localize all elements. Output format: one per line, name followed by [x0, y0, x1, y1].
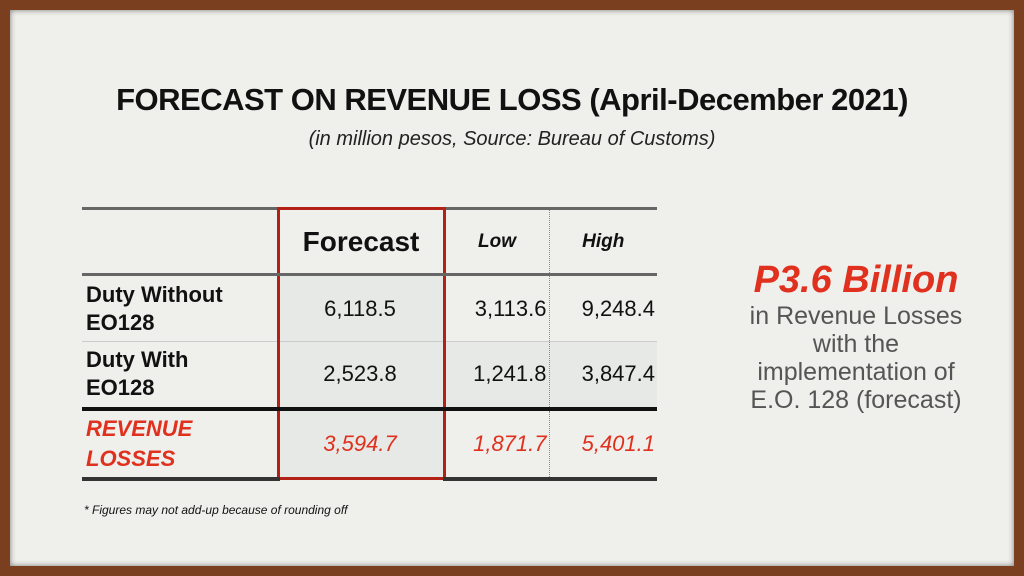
total-low-value: 1,871.7 — [444, 408, 549, 481]
callout-line3: implementation of — [757, 358, 955, 386]
row-label-line2: EO128 — [86, 375, 155, 401]
total-forecast-value: 3,594.7 — [276, 408, 446, 480]
revenue-forecast-table: Forecast Low High Duty Without EO128 6,1… — [82, 207, 657, 481]
row-label: Duty Without EO128 — [82, 274, 278, 342]
header-empty-cell — [82, 208, 278, 276]
table-row: Duty With EO128 2,523.8 1,241.8 3,847.4 — [82, 341, 657, 411]
slide-frame: FORECAST ON REVENUE LOSS (April-December… — [10, 10, 1014, 566]
footnote: * Figures may not add-up because of roun… — [84, 503, 348, 517]
slide-title: FORECAST ON REVENUE LOSS (April-December… — [116, 82, 908, 117]
low-value: 1,241.8 — [444, 341, 549, 411]
table-row: Duty Without EO128 6,118.5 3,113.6 9,248… — [82, 274, 657, 342]
total-label: REVENUE LOSSES — [82, 408, 278, 481]
total-row: REVENUE LOSSES 3,594.7 1,871.7 5,401.1 — [82, 408, 657, 481]
total-label-line1: REVENUE — [86, 415, 193, 441]
low-value: 3,113.6 — [444, 274, 549, 342]
revenue-loss-callout: P3.6 Billion in Revenue Losses with the … — [710, 258, 1002, 414]
row-label-line1: Duty Without — [86, 281, 223, 307]
header-forecast: Forecast — [276, 207, 446, 276]
header-low: Low — [444, 208, 549, 276]
high-value: 9,248.4 — [548, 274, 657, 342]
callout-line1: in Revenue Losses — [749, 302, 963, 330]
header-high: High — [548, 208, 657, 276]
total-high-value: 5,401.1 — [548, 408, 657, 481]
callout-line4: E.O. 128 (forecast) — [750, 386, 962, 414]
row-label-line2: EO128 — [86, 309, 155, 335]
forecast-value: 2,523.8 — [276, 341, 446, 411]
table-header-row: Forecast Low High — [82, 207, 657, 276]
row-label-line1: Duty With — [86, 347, 189, 373]
callout-headline: P3.6 Billion — [753, 259, 959, 301]
slide-subtitle: (in million pesos, Source: Bureau of Cus… — [308, 128, 716, 150]
callout-line2: with the — [812, 330, 900, 358]
row-label: Duty With EO128 — [82, 341, 278, 411]
high-value: 3,847.4 — [548, 341, 657, 411]
forecast-value: 6,118.5 — [276, 274, 446, 342]
total-label-line2: LOSSES — [86, 445, 176, 471]
